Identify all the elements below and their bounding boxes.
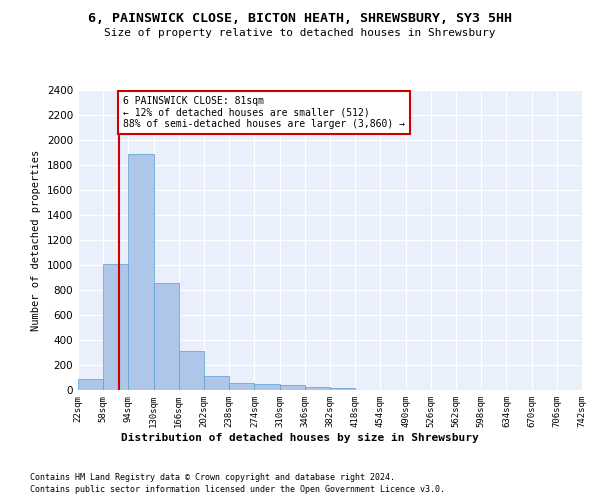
Text: Size of property relative to detached houses in Shrewsbury: Size of property relative to detached ho… <box>104 28 496 38</box>
Bar <box>330 388 355 390</box>
Text: 6, PAINSWICK CLOSE, BICTON HEATH, SHREWSBURY, SY3 5HH: 6, PAINSWICK CLOSE, BICTON HEATH, SHREWS… <box>88 12 512 26</box>
Bar <box>154 282 179 390</box>
Text: 6 PAINSWICK CLOSE: 81sqm
← 12% of detached houses are smaller (512)
88% of semi-: 6 PAINSWICK CLOSE: 81sqm ← 12% of detach… <box>123 96 405 130</box>
Bar <box>280 385 305 390</box>
Bar <box>128 154 154 390</box>
Text: Contains HM Land Registry data © Crown copyright and database right 2024.: Contains HM Land Registry data © Crown c… <box>30 472 395 482</box>
Bar <box>204 376 229 390</box>
Bar <box>78 379 103 390</box>
Bar <box>305 387 330 390</box>
Bar <box>103 264 128 390</box>
Text: Distribution of detached houses by size in Shrewsbury: Distribution of detached houses by size … <box>121 432 479 442</box>
Bar <box>254 384 280 390</box>
Text: Contains public sector information licensed under the Open Government Licence v3: Contains public sector information licen… <box>30 485 445 494</box>
Y-axis label: Number of detached properties: Number of detached properties <box>31 150 41 330</box>
Bar <box>179 350 204 390</box>
Bar <box>229 382 254 390</box>
